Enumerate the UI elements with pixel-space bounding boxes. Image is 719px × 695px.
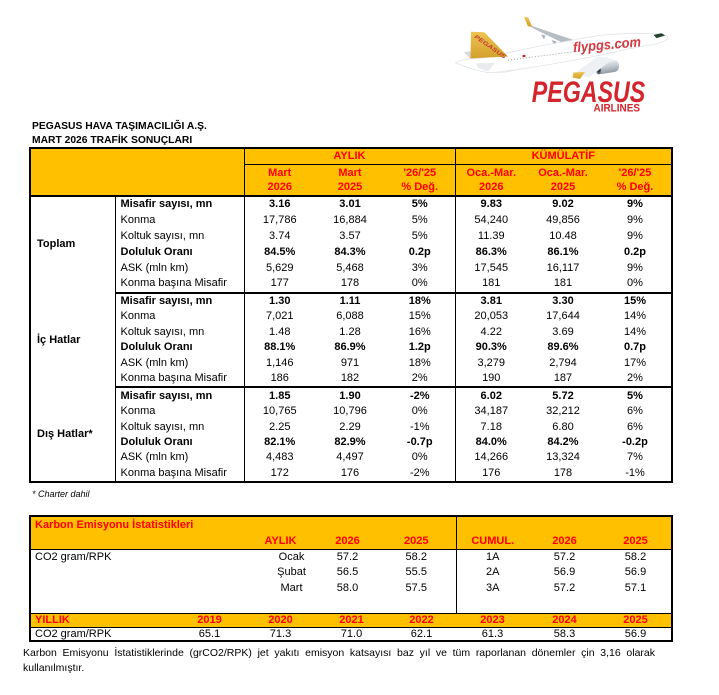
svg-text:AIRLINES: AIRLINES: [594, 102, 641, 114]
svg-text:PEGASUS: PEGASUS: [532, 76, 646, 109]
svg-text:flypgs.com: flypgs.com: [572, 33, 641, 55]
